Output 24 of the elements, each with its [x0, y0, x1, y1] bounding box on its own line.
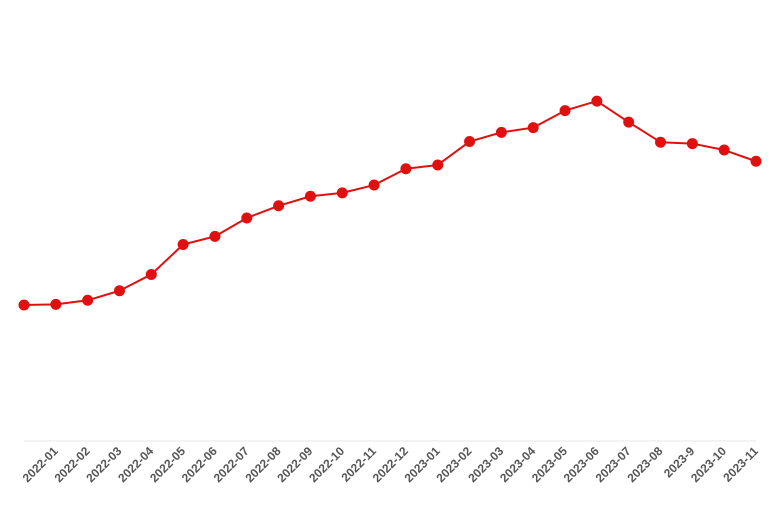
point [304, 190, 316, 202]
point [368, 180, 380, 191]
point [241, 212, 252, 224]
point [686, 138, 698, 150]
point [496, 126, 507, 138]
point [560, 105, 571, 116]
point [528, 122, 539, 134]
point [50, 298, 62, 310]
point [750, 156, 762, 167]
point [82, 294, 94, 306]
point [146, 268, 157, 280]
point [623, 116, 634, 128]
point [18, 300, 30, 311]
point [464, 136, 476, 148]
point [655, 136, 666, 148]
point [400, 163, 412, 174]
point [591, 96, 602, 107]
point [718, 144, 730, 156]
point [336, 187, 348, 198]
point [114, 285, 125, 296]
point [273, 200, 284, 212]
point [209, 230, 220, 242]
point [178, 239, 189, 250]
point [432, 159, 444, 170]
